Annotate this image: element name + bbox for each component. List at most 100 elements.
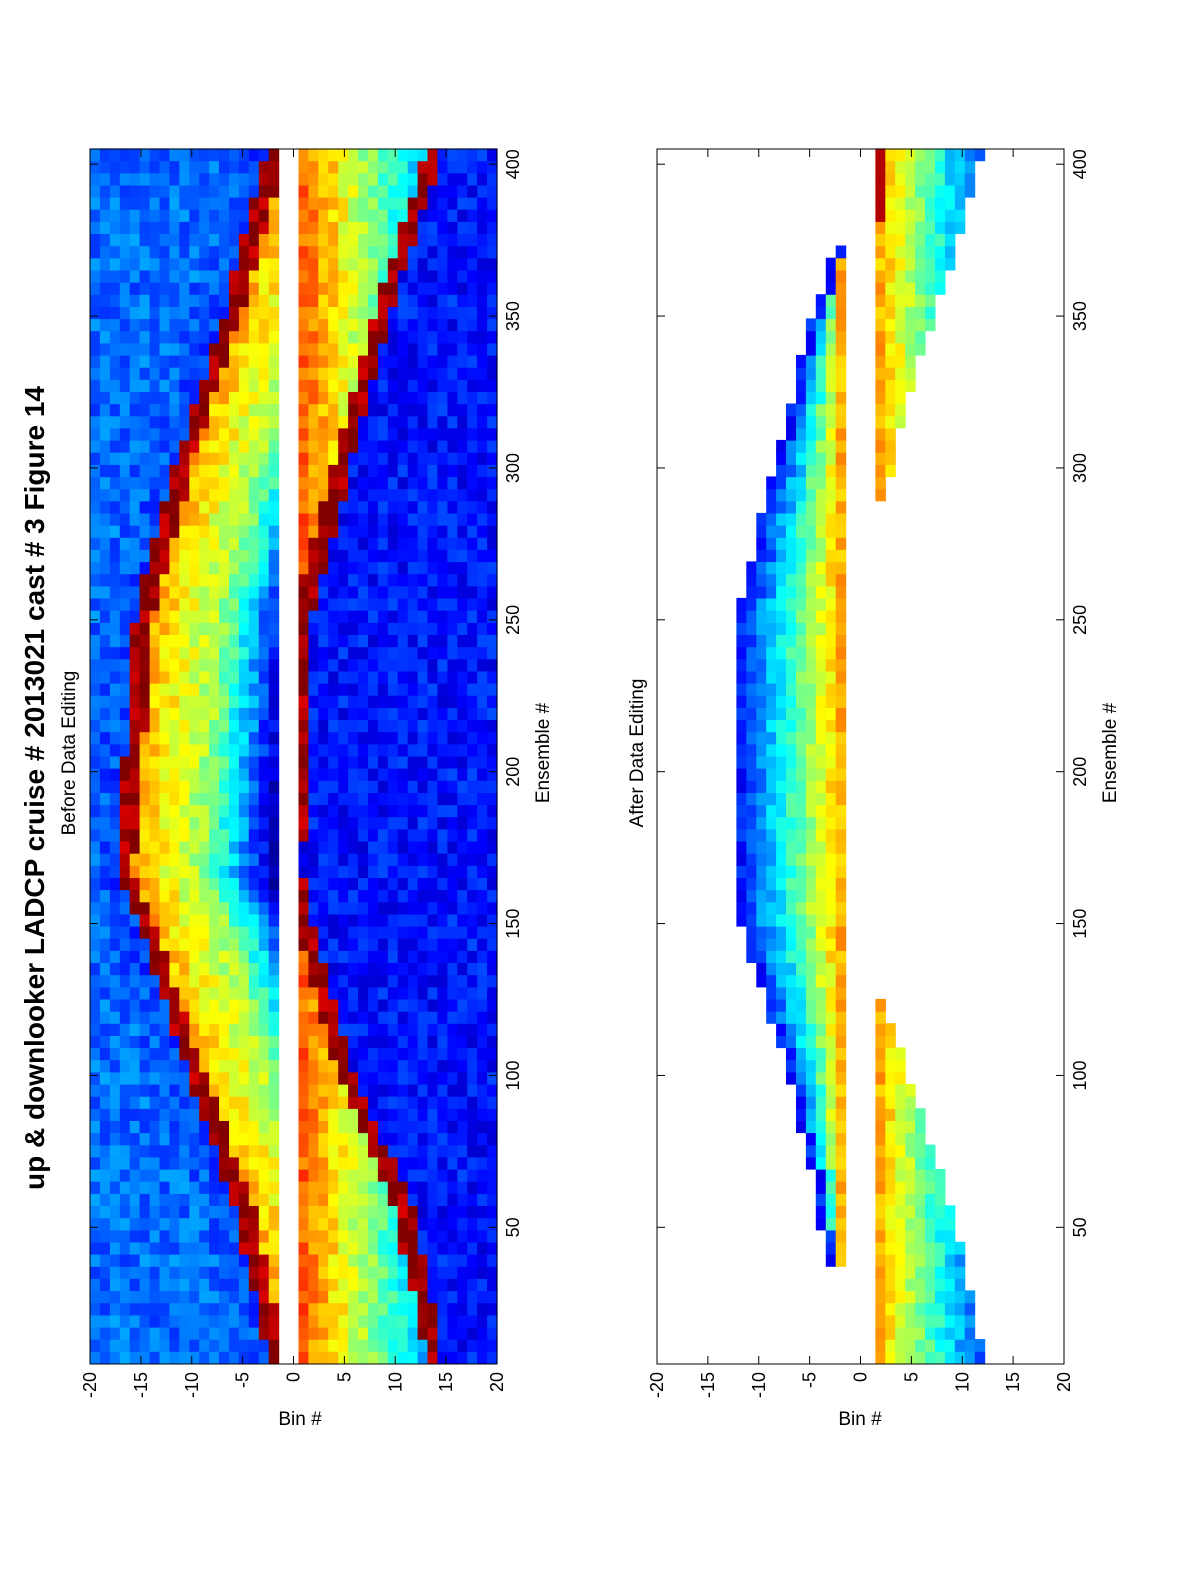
heat-cell (796, 1060, 807, 1073)
heat-cell (836, 914, 847, 927)
heat-cell (209, 647, 220, 660)
heat-cell (368, 962, 379, 975)
heat-cell (348, 659, 359, 672)
heat-cell (348, 1157, 359, 1170)
heat-cell (756, 574, 767, 587)
heat-cell (437, 598, 448, 611)
heat-cell (826, 1193, 837, 1206)
heat-cell (487, 1011, 498, 1024)
heat-cell (776, 768, 787, 781)
heat-cell (925, 1218, 936, 1231)
heat-cell (457, 246, 468, 259)
heat-cell (189, 622, 200, 635)
heat-cell (437, 877, 448, 890)
heat-cell (945, 1351, 956, 1364)
heat-cell (447, 1351, 458, 1364)
heat-cell (100, 1047, 111, 1060)
heat-cell (130, 999, 141, 1012)
heat-cell (308, 598, 319, 611)
heat-cell (437, 1011, 448, 1024)
heat-cell (269, 962, 280, 975)
heat-cell (477, 1254, 488, 1267)
heat-cell (826, 610, 837, 623)
heat-cell (786, 719, 797, 732)
heat-cell (100, 233, 111, 246)
heat-cell (338, 1108, 349, 1121)
heat-cell (885, 1072, 896, 1085)
heat-cell (189, 282, 200, 295)
heat-cell (269, 914, 280, 927)
heat-cell (179, 975, 190, 988)
heat-cell (120, 367, 131, 380)
heat-cell (378, 1266, 389, 1279)
heat-cell (945, 1242, 956, 1255)
heat-cell (259, 671, 270, 684)
heat-cell (418, 1169, 429, 1182)
heat-cell (358, 270, 369, 283)
heat-cell (766, 525, 777, 538)
heat-cell (487, 404, 498, 417)
heat-cell (826, 1133, 837, 1146)
heat-cell (378, 343, 389, 356)
heat-cell (110, 428, 121, 441)
heat-cell (826, 732, 837, 745)
heat-cell (169, 1290, 180, 1303)
heat-cell (736, 732, 747, 745)
heat-cell (408, 1072, 419, 1085)
heat-cell (120, 634, 131, 647)
heat-cell (140, 853, 151, 866)
heat-cell (269, 501, 280, 514)
heat-cell (487, 756, 498, 769)
heat-cell (467, 476, 478, 489)
heat-cell (209, 1230, 220, 1243)
heat-cell (328, 671, 339, 684)
heat-cell (338, 549, 349, 562)
heat-cell (796, 1072, 807, 1085)
heat-cell (239, 1084, 250, 1097)
heat-cell (239, 732, 250, 745)
heat-cell (447, 1266, 458, 1279)
heat-cell (169, 1145, 180, 1158)
heat-cell (756, 671, 767, 684)
heat-cell (398, 1205, 409, 1218)
heat-cell (368, 318, 379, 331)
heat-cell (348, 1266, 359, 1279)
heat-cell (467, 999, 478, 1012)
heat-cell (160, 258, 171, 271)
heat-cell (348, 610, 359, 623)
heat-cell (408, 1242, 419, 1255)
heat-cell (398, 513, 409, 526)
heat-cell (756, 537, 767, 550)
heat-cell (915, 1254, 926, 1267)
heat-cell (130, 355, 141, 368)
heat-cell (398, 185, 409, 198)
heat-cell (140, 1242, 151, 1255)
heat-cell (269, 647, 280, 660)
heat-cell (457, 719, 468, 732)
heat-cell (836, 1145, 847, 1158)
heat-cell (457, 331, 468, 344)
heat-cell (189, 902, 200, 915)
heat-cell (179, 294, 190, 307)
heat-cell (259, 902, 270, 915)
heat-cell (199, 343, 210, 356)
heat-cell (457, 209, 468, 222)
heat-cell (90, 416, 101, 429)
heat-cell (378, 173, 389, 186)
heat-cell (806, 391, 817, 404)
heat-cell (428, 1072, 439, 1085)
heat-cell (299, 1035, 310, 1048)
heat-cell (308, 1072, 319, 1085)
heat-cell (160, 367, 171, 380)
heat-cell (150, 1315, 161, 1328)
heat-cell (229, 804, 240, 817)
heat-cell (189, 780, 200, 793)
heat-cell (378, 561, 389, 574)
heat-cell (487, 537, 498, 550)
heat-cell (806, 1084, 817, 1097)
heat-cell (816, 768, 827, 781)
heat-cell (378, 294, 389, 307)
heat-cell (259, 622, 270, 635)
heat-cell (308, 1084, 319, 1097)
heat-cell (746, 950, 757, 963)
